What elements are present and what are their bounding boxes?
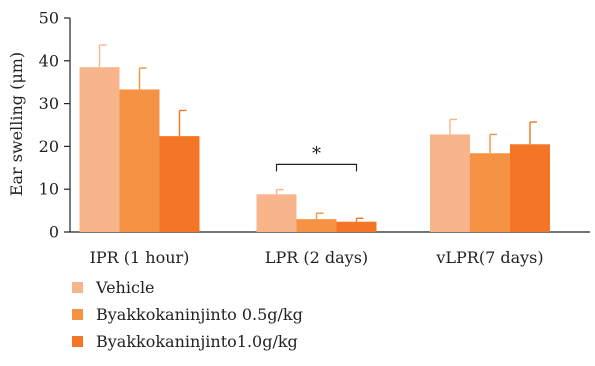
y-tick-label: 40 [39, 51, 59, 70]
legend-label: Byakkokaninjinto 0.5g/kg [96, 305, 303, 324]
bar [510, 144, 550, 232]
bar [336, 221, 377, 232]
legend-swatch [72, 282, 83, 293]
bar [470, 153, 510, 232]
x-tick-label: vLPR(7 days) [435, 248, 543, 267]
legend-swatch [72, 336, 83, 347]
y-tick-label: 0 [49, 223, 59, 242]
x-tick-label: LPR (2 days) [265, 248, 368, 267]
x-tick-label: IPR (1 hour) [90, 248, 190, 267]
y-tick-label: 20 [39, 137, 59, 156]
y-tick-label: 10 [39, 180, 59, 199]
y-axis-label: Ear swelling (μm) [7, 52, 26, 196]
y-tick-label: 50 [39, 9, 59, 28]
bar [430, 134, 470, 232]
bar [79, 67, 120, 232]
bars-group [79, 67, 550, 232]
significance-annotation: * [275, 143, 358, 172]
bar [296, 219, 337, 232]
bar [159, 136, 200, 232]
y-axis: 0 10 20 30 40 50 [39, 9, 71, 242]
bar [256, 194, 297, 232]
y-tick-label: 30 [39, 94, 59, 113]
significance-bracket [275, 163, 358, 172]
legend: Vehicle Byakkokaninjinto 0.5g/kg Byakkokan… [72, 278, 303, 351]
legend-label: Byakkokaninjinto1.0g/kg [96, 332, 298, 351]
legend-label: Vehicle [95, 278, 155, 297]
bar [119, 89, 160, 232]
error-bars-group [98, 44, 537, 222]
legend-swatch [72, 309, 83, 320]
x-axis: IPR (1 hour) LPR (2 days) vLPR(7 days) [70, 231, 590, 267]
significance-marker: * [312, 143, 321, 164]
